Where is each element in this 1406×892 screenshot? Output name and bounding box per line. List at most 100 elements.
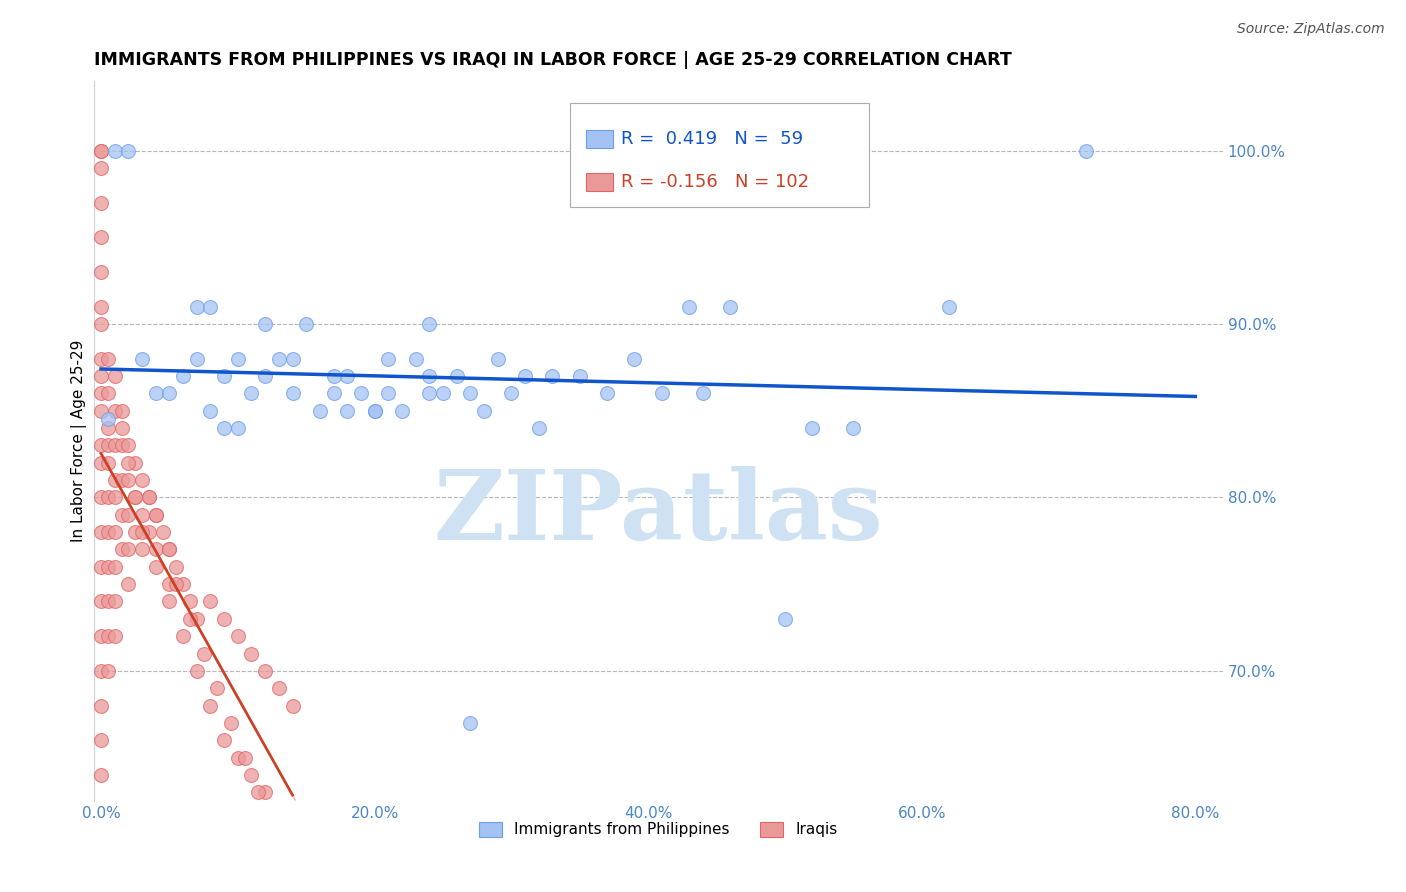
Point	[718, 300, 741, 314]
Point	[90, 386, 112, 401]
Y-axis label: In Labor Force | Age 25-29: In Labor Force | Age 25-29	[72, 340, 87, 542]
Point	[97, 412, 120, 426]
Point	[131, 542, 153, 557]
Point	[131, 351, 153, 366]
Point	[254, 664, 277, 678]
Point	[138, 525, 160, 540]
Point	[110, 542, 132, 557]
Point	[541, 369, 564, 384]
Point	[104, 594, 127, 608]
Point	[97, 525, 120, 540]
Point	[186, 612, 208, 626]
Point	[460, 386, 482, 401]
Point	[247, 785, 270, 799]
Text: R =  0.419   N =  59: R = 0.419 N = 59	[621, 130, 803, 148]
Point	[172, 577, 194, 591]
Point	[322, 386, 344, 401]
Point	[377, 386, 399, 401]
Point	[568, 369, 591, 384]
Point	[97, 664, 120, 678]
Point	[363, 404, 385, 418]
Point	[226, 629, 249, 643]
Point	[200, 594, 222, 608]
Point	[186, 351, 208, 366]
Point	[90, 559, 112, 574]
Point	[274, 820, 297, 834]
Point	[104, 629, 127, 643]
Point	[842, 421, 865, 435]
Point	[179, 612, 201, 626]
Point	[124, 525, 146, 540]
Point	[212, 733, 235, 747]
Point	[110, 404, 132, 418]
Point	[131, 508, 153, 522]
Point	[281, 698, 304, 713]
FancyBboxPatch shape	[586, 173, 613, 191]
Point	[138, 491, 160, 505]
Point	[678, 300, 700, 314]
Point	[117, 542, 139, 557]
Point	[801, 421, 824, 435]
Point	[336, 369, 359, 384]
Point	[651, 386, 673, 401]
Point	[104, 491, 127, 505]
Point	[90, 438, 112, 452]
Point	[405, 351, 427, 366]
Legend: Immigrants from Philippines, Iraqis: Immigrants from Philippines, Iraqis	[472, 815, 844, 844]
Point	[117, 456, 139, 470]
Point	[200, 404, 222, 418]
Point	[267, 351, 290, 366]
Point	[281, 351, 304, 366]
Point	[260, 803, 283, 817]
Point	[110, 473, 132, 487]
Point	[90, 629, 112, 643]
Point	[472, 404, 495, 418]
Text: IMMIGRANTS FROM PHILIPPINES VS IRAQI IN LABOR FORCE | AGE 25-29 CORRELATION CHAR: IMMIGRANTS FROM PHILIPPINES VS IRAQI IN …	[94, 51, 1012, 69]
Point	[596, 386, 619, 401]
Point	[145, 508, 167, 522]
Point	[226, 351, 249, 366]
Point	[501, 386, 523, 401]
Point	[186, 664, 208, 678]
Point	[90, 265, 112, 279]
Point	[124, 456, 146, 470]
Point	[773, 612, 796, 626]
Point	[145, 559, 167, 574]
Point	[165, 559, 187, 574]
Point	[90, 230, 112, 244]
Point	[219, 715, 242, 730]
Point	[212, 612, 235, 626]
Point	[391, 404, 413, 418]
Point	[226, 421, 249, 435]
Point	[240, 647, 263, 661]
Point	[938, 300, 960, 314]
FancyBboxPatch shape	[571, 103, 869, 207]
Point	[172, 629, 194, 643]
Point	[157, 577, 180, 591]
Point	[97, 456, 120, 470]
Point	[104, 369, 127, 384]
Point	[104, 404, 127, 418]
Point	[309, 404, 332, 418]
Point	[90, 525, 112, 540]
Point	[124, 491, 146, 505]
Point	[363, 404, 385, 418]
Point	[117, 438, 139, 452]
Point	[157, 386, 180, 401]
Point	[186, 300, 208, 314]
Point	[233, 750, 256, 764]
Point	[97, 559, 120, 574]
Text: ZIPatlas: ZIPatlas	[433, 466, 883, 560]
Point	[322, 369, 344, 384]
Point	[90, 404, 112, 418]
Point	[104, 144, 127, 158]
Point	[145, 508, 167, 522]
Point	[295, 317, 318, 331]
Point	[240, 768, 263, 782]
Point	[157, 594, 180, 608]
FancyBboxPatch shape	[586, 130, 613, 147]
Point	[104, 525, 127, 540]
Text: R = -0.156   N = 102: R = -0.156 N = 102	[621, 173, 810, 191]
Point	[145, 386, 167, 401]
Point	[1074, 144, 1097, 158]
